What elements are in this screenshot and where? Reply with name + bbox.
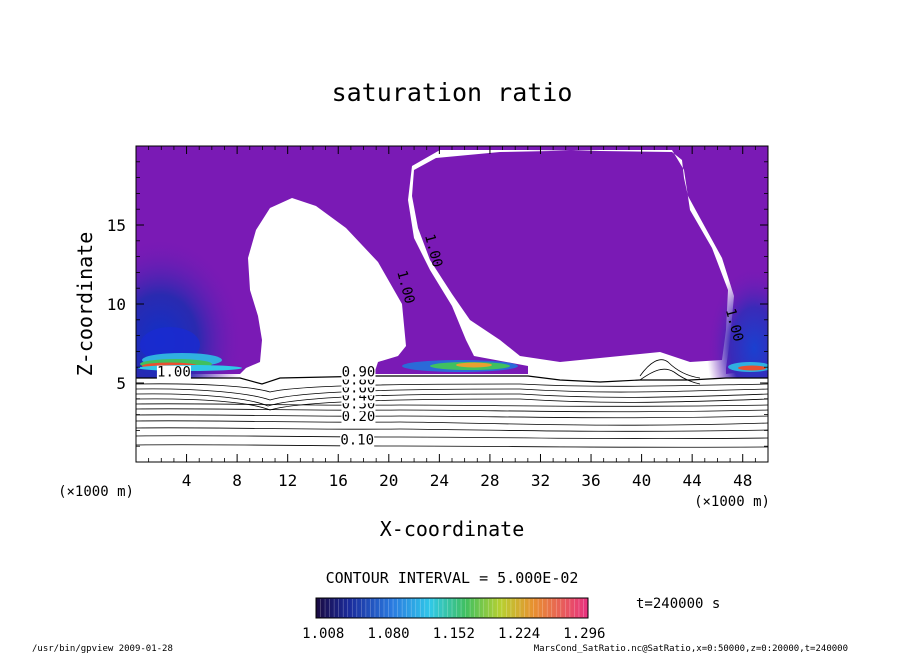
plot-area [136,146,768,448]
footer-left: /usr/bin/gpview 2009-01-28 [32,644,173,654]
colorbar-tick-label: 1.152 [433,626,475,642]
footer-right: MarsCond_SatRatio.nc@SatRatio,x=0:50000,… [534,644,848,654]
x-tick-label: 20 [379,471,398,490]
x-tick-label: 40 [632,471,651,490]
y-axis: 5 10 15 [107,161,768,447]
x-axis-unit: (×1000 m) [694,494,770,510]
x-tick-label: 36 [581,471,600,490]
y-axis-unit: (×1000 m) [58,484,134,500]
contour-label-bg [341,365,376,380]
colorbar-labels: 1.008 1.080 1.152 1.224 1.296 [302,626,605,642]
colorbar-tick-label: 1.296 [563,626,605,642]
x-axis: 4 8 12 16 20 24 28 32 36 40 44 48 [148,146,756,490]
contour-label-bg [340,433,375,448]
x-tick-label: 8 [232,471,242,490]
x-tick-label: 44 [683,471,702,490]
x-tick-label: 12 [278,471,297,490]
contour-label: 0.10 [340,433,374,449]
y-tick-label: 10 [107,295,126,314]
supersaturated-region [136,146,768,374]
colorbar-tick-label: 1.224 [498,626,540,642]
colorbar [315,597,589,619]
contour-label: 0.90 [342,365,376,381]
y-tick-label: 15 [107,216,126,235]
x-axis-label: X-coordinate [380,517,525,541]
x-tick-label: 32 [531,471,550,490]
x-tick-label: 4 [182,471,192,490]
x-tick-label: 24 [430,471,449,490]
colorbar-stripes [320,599,584,617]
chart-title: saturation ratio [332,78,573,107]
contour-label-bg [341,409,376,424]
colorbar-tick-label: 1.080 [367,626,409,642]
contour-label: 0.20 [342,409,376,425]
x-tick-label: 28 [480,471,499,490]
colorbar-tick-label: 1.008 [302,626,344,642]
contour-lines [136,359,768,448]
y-axis-label: Z-coordinate [73,232,97,377]
x-tick-label: 48 [733,471,752,490]
time-label: t=240000 s [636,596,720,612]
contour-label-bg [156,365,191,380]
x-tick-label: 16 [329,471,348,490]
contour-label: 1.00 [157,365,191,381]
y-tick-label: 5 [116,374,126,393]
contour-interval-text: CONTOUR INTERVAL = 5.000E-02 [326,569,579,587]
